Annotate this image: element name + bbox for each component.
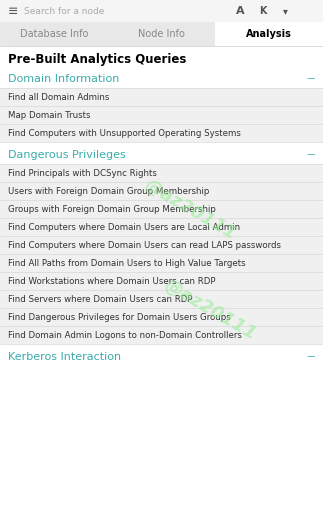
Text: Kerberos Interaction: Kerberos Interaction xyxy=(8,352,121,362)
Text: Analysis: Analysis xyxy=(246,29,292,39)
Text: Search for a node: Search for a node xyxy=(24,6,104,15)
FancyBboxPatch shape xyxy=(0,236,323,254)
Text: @az20111: @az20111 xyxy=(161,277,259,343)
Text: ▾: ▾ xyxy=(283,6,287,16)
Text: ≡: ≡ xyxy=(8,5,18,17)
FancyBboxPatch shape xyxy=(0,124,323,142)
FancyBboxPatch shape xyxy=(0,326,323,344)
Text: Groups with Foreign Domain Group Membership: Groups with Foreign Domain Group Members… xyxy=(8,205,216,214)
FancyBboxPatch shape xyxy=(0,272,323,290)
Text: @az20111: @az20111 xyxy=(141,176,239,244)
Text: Find Dangerous Privileges for Domain Users Groups: Find Dangerous Privileges for Domain Use… xyxy=(8,312,231,321)
Text: Dangerous Privileges: Dangerous Privileges xyxy=(8,150,126,160)
Text: Domain Information: Domain Information xyxy=(8,74,120,84)
FancyBboxPatch shape xyxy=(0,200,323,218)
FancyBboxPatch shape xyxy=(0,164,323,182)
FancyBboxPatch shape xyxy=(215,22,323,46)
FancyBboxPatch shape xyxy=(0,182,323,200)
Text: Find Computers where Domain Users are Local Admin: Find Computers where Domain Users are Lo… xyxy=(8,222,240,231)
Text: Find Workstations where Domain Users can RDP: Find Workstations where Domain Users can… xyxy=(8,277,215,286)
Text: Find All Paths from Domain Users to High Value Targets: Find All Paths from Domain Users to High… xyxy=(8,258,245,268)
FancyBboxPatch shape xyxy=(0,106,323,124)
FancyBboxPatch shape xyxy=(0,0,323,22)
Text: Find Computers with Unsupported Operating Systems: Find Computers with Unsupported Operatin… xyxy=(8,128,241,137)
Text: Find Principals with DCSync Rights: Find Principals with DCSync Rights xyxy=(8,168,157,177)
Text: A: A xyxy=(236,6,244,16)
FancyBboxPatch shape xyxy=(0,254,323,272)
FancyBboxPatch shape xyxy=(0,22,323,46)
FancyBboxPatch shape xyxy=(0,88,323,106)
FancyBboxPatch shape xyxy=(0,308,323,326)
Text: Database Info: Database Info xyxy=(20,29,88,39)
Text: Users with Foreign Domain Group Membership: Users with Foreign Domain Group Membersh… xyxy=(8,187,209,196)
Text: Find Computers where Domain Users can read LAPS passwords: Find Computers where Domain Users can re… xyxy=(8,240,281,249)
Text: —: — xyxy=(307,75,315,84)
FancyBboxPatch shape xyxy=(0,218,323,236)
Text: Node Info: Node Info xyxy=(138,29,185,39)
Text: Find all Domain Admins: Find all Domain Admins xyxy=(8,93,109,102)
Text: K: K xyxy=(259,6,267,16)
Text: —: — xyxy=(307,352,315,361)
Text: Pre-Built Analytics Queries: Pre-Built Analytics Queries xyxy=(8,54,186,66)
FancyBboxPatch shape xyxy=(0,46,323,526)
Text: Find Servers where Domain Users can RDP: Find Servers where Domain Users can RDP xyxy=(8,295,193,304)
Text: —: — xyxy=(307,150,315,159)
FancyBboxPatch shape xyxy=(0,290,323,308)
Text: Find Domain Admin Logons to non-Domain Controllers: Find Domain Admin Logons to non-Domain C… xyxy=(8,330,242,339)
Text: Map Domain Trusts: Map Domain Trusts xyxy=(8,110,90,119)
